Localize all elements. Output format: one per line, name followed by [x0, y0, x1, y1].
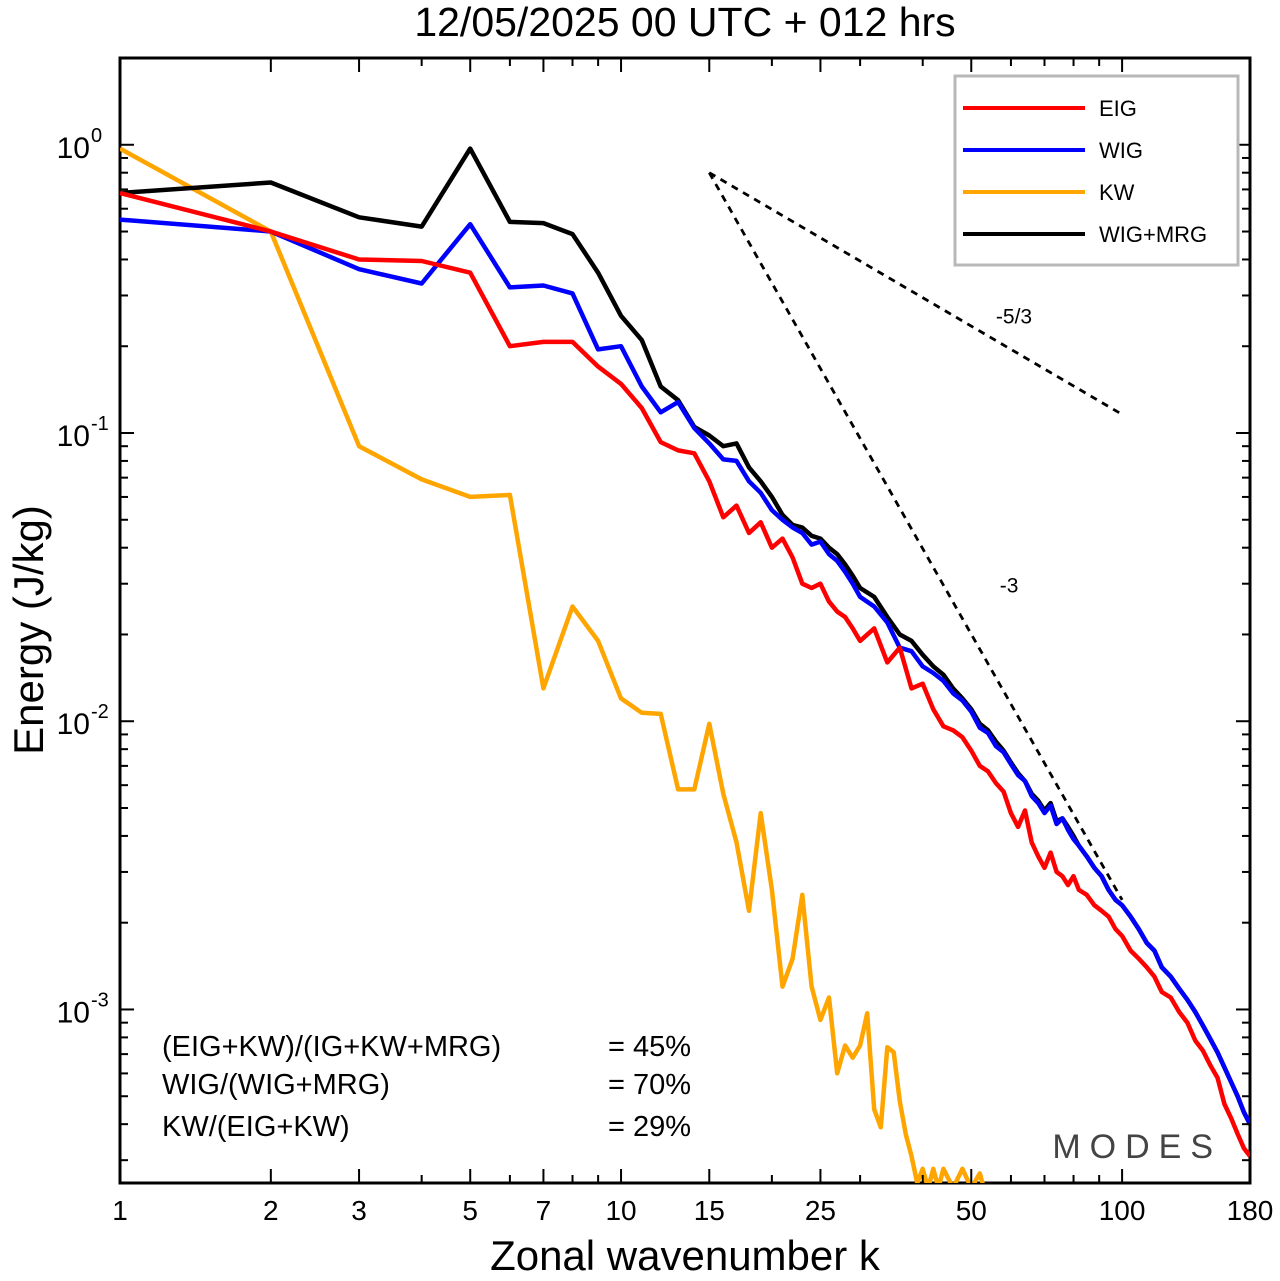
slope-label: -3	[1000, 574, 1019, 597]
axis-ticks	[119, 57, 1251, 1183]
slope-label: -5/3	[996, 305, 1032, 328]
series-line-wig	[120, 217, 1250, 1126]
slope-labels: -5/3 -3	[996, 305, 1032, 597]
x-tick-label: 1	[112, 1195, 128, 1226]
stat-value: = 29%	[608, 1111, 691, 1143]
x-tick-label: 100	[1099, 1195, 1146, 1226]
y-tick-label-base: 10	[57, 996, 90, 1029]
x-tick-label: 180	[1227, 1195, 1274, 1226]
plot-area	[120, 146, 1250, 1183]
x-tick-label: 15	[694, 1195, 725, 1226]
x-tick-label: 25	[805, 1195, 836, 1226]
legend-label: WIG	[1099, 138, 1143, 163]
y-tick-label-base: 10	[57, 708, 90, 741]
x-axis-label: Zonal wavenumber k	[490, 1232, 881, 1279]
stat-value: = 45%	[608, 1031, 691, 1063]
y-tick-label-base: 10	[57, 132, 90, 165]
legend: EIG WIG KW WIG+MRG	[953, 74, 1240, 267]
y-tick-label-exponent: 0	[91, 125, 102, 147]
series-line-kw	[120, 146, 985, 1183]
stat-label: KW/(EIG+KW)	[162, 1111, 350, 1143]
series-line-eig	[120, 190, 1250, 1158]
x-tick-label: 3	[351, 1195, 367, 1226]
x-tick-label: 2	[263, 1195, 279, 1226]
slope-line	[708, 172, 1124, 901]
stat-label: WIG/(WIG+MRG)	[162, 1069, 390, 1101]
legend-label: KW	[1099, 180, 1135, 205]
y-tick-label-base: 10	[57, 420, 90, 453]
legend-label: EIG	[1099, 96, 1137, 121]
statistics-block: (EIG+KW)/(IG+KW+MRG) = 45% WIG/(WIG+MRG)…	[162, 1031, 691, 1143]
chart-title: 12/05/2025 00 UTC + 012 hrs	[414, 0, 955, 45]
legend-items: EIG WIG KW WIG+MRG	[963, 96, 1207, 247]
legend-label: WIG+MRG	[1099, 222, 1207, 247]
stat-value: = 70%	[608, 1069, 691, 1101]
x-tick-label: 5	[462, 1195, 478, 1226]
x-tick-label: 7	[536, 1195, 552, 1226]
x-tick-label: 50	[956, 1195, 987, 1226]
y-tick-label-exponent: -1	[91, 413, 109, 435]
x-tick-label: 10	[605, 1195, 636, 1226]
x-tick-labels: 1 2 3 5 7 10 15 25 50 100 180	[112, 1195, 1273, 1226]
slope-line	[708, 171, 1123, 416]
modes-watermark: MODES	[1052, 1128, 1222, 1166]
y-tick-label-exponent: -3	[91, 989, 109, 1011]
slope-reference-lines	[708, 171, 1124, 901]
y-axis-label: Energy (J/kg)	[5, 505, 52, 755]
series-lines	[120, 146, 1250, 1183]
stat-label: (EIG+KW)/(IG+KW+MRG)	[162, 1031, 501, 1063]
y-tick-label-exponent: -2	[91, 701, 109, 723]
